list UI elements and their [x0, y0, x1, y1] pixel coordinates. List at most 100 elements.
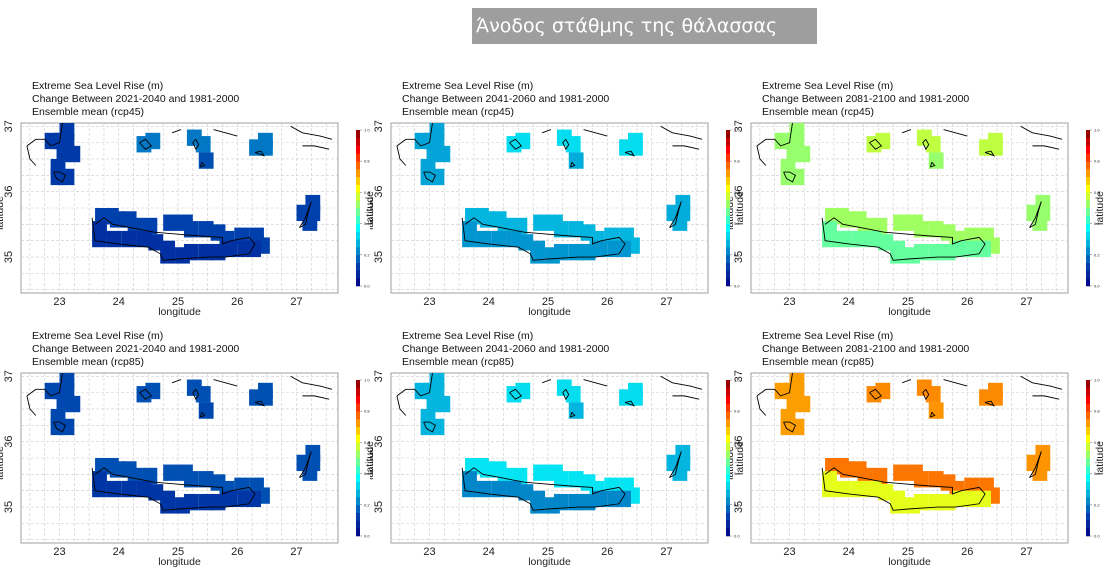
grid-cell-crete_s	[553, 243, 569, 261]
coastline	[26, 372, 63, 397]
coastline	[1020, 375, 1063, 390]
colorbar-tick-label: 0.4	[734, 221, 740, 226]
colorbar-segment	[356, 223, 360, 232]
coastline	[1020, 125, 1063, 140]
y-axis-label: latitude	[730, 196, 736, 230]
colorbar-segment	[356, 520, 360, 529]
coastline	[396, 145, 407, 166]
grid-cell-crete_s	[121, 480, 137, 498]
colorbar-segment	[1086, 434, 1090, 443]
grid-cell-crete_s	[518, 484, 534, 501]
colorbar-segment	[726, 504, 730, 513]
colorbar-segment	[1086, 278, 1090, 287]
panel-title-line: Extreme Sea Level Rise (m)	[762, 330, 894, 342]
colorbar-segment	[356, 442, 360, 451]
x-tick-label: 26	[961, 546, 973, 558]
grid-cell-crete_n	[533, 464, 549, 481]
colorbar-segment	[726, 419, 730, 428]
colorbar-segment	[356, 247, 360, 256]
grid-cell-crete_n	[109, 461, 125, 478]
grid-cell-cyc	[925, 386, 941, 403]
coastline	[929, 411, 936, 418]
coastline	[624, 400, 636, 407]
grid-cell-crete_s	[183, 493, 199, 511]
colorbar-tick-label: 1.0	[364, 378, 370, 383]
coastline	[509, 388, 523, 400]
colorbar-segment	[356, 161, 360, 170]
grid-cell-crete_n	[568, 221, 584, 238]
colorbar-segment	[356, 434, 360, 443]
colorbar-segment	[726, 215, 730, 224]
grid-cell-crete_s	[210, 493, 226, 511]
panel-title-line: Extreme Sea Level Rise (m)	[402, 80, 534, 92]
grid-cell-crete_n	[163, 464, 179, 481]
x-tick-label: 23	[423, 546, 435, 558]
colorbar-segment	[356, 137, 360, 146]
colorbar-segment	[356, 176, 360, 185]
x-tick-label: 23	[53, 546, 65, 558]
grid-cell-crete_s	[580, 493, 596, 511]
x-axis-label: longitude	[158, 556, 201, 568]
grid-cell-crete_s	[928, 243, 944, 261]
grid-cell-crete_s	[913, 493, 929, 511]
colorbar-segment	[1086, 426, 1090, 435]
coastline	[299, 201, 312, 229]
panel-title-line: Change Between 2081-2100 and 1981-2000	[762, 343, 970, 355]
coastline	[1032, 395, 1060, 400]
y-tick-label: 37	[373, 370, 385, 382]
colorbar-tick-label: 0.6	[734, 440, 740, 445]
coastline	[569, 161, 576, 168]
colorbar-segment	[356, 239, 360, 248]
colorbar-segment	[726, 473, 730, 482]
grid-cell-islands	[198, 152, 214, 169]
colorbar-segment	[356, 254, 360, 263]
grid-cell-crete_s	[592, 490, 608, 508]
colorbar-segment	[356, 528, 360, 537]
grid-cell-crete_s	[530, 490, 546, 508]
grid-cell-islands	[928, 402, 944, 419]
colorbar-segment	[356, 458, 360, 467]
colorbar-segment	[356, 208, 360, 217]
coastline	[922, 139, 930, 151]
colorbar-segment	[356, 426, 360, 435]
grid-cell-crete_s	[148, 484, 164, 501]
coastline	[290, 375, 333, 390]
grid-cell-crete_s	[913, 243, 929, 261]
colorbar-tick-label: 0.0	[1094, 284, 1100, 289]
panel-title-line: Ensemble mean (rcp45)	[402, 106, 515, 118]
colorbar-segment	[726, 489, 730, 498]
coastline	[756, 372, 793, 397]
grid-cell-cyc	[195, 136, 211, 153]
colorbar-segment	[1086, 254, 1090, 263]
y-tick-label: 36	[733, 186, 745, 198]
grid-cell-crete_n	[479, 461, 495, 478]
panel-title: Extreme Sea Level Rise (m) Change Between…	[402, 80, 609, 119]
colorbar-segment	[726, 184, 730, 193]
colorbar-segment	[1086, 411, 1090, 420]
grid-cell-islands	[928, 152, 944, 169]
grid-cell-cyc	[145, 132, 161, 150]
colorbar-segment	[726, 465, 730, 474]
colorbar-tick-label: 0.6	[364, 440, 370, 445]
grid-cell-cyc	[515, 382, 531, 400]
grid-cell-crete_s	[222, 490, 238, 508]
colorbar-segment	[1086, 137, 1090, 146]
coastline	[461, 217, 626, 261]
colorbar-tick-label: 0.6	[364, 190, 370, 195]
panel-title: Extreme Sea Level Rise (m) Change Between…	[402, 330, 609, 369]
grid-cell-crete_s	[616, 240, 631, 258]
grid-cell-nw	[435, 145, 451, 163]
coastline	[26, 395, 37, 416]
coastline	[26, 122, 63, 147]
grid-cell-crete_s	[568, 243, 584, 261]
coastline	[509, 138, 523, 150]
y-tick-label: 37	[3, 120, 15, 132]
grid-cell-cyc	[258, 382, 273, 400]
x-tick-label: 27	[1020, 296, 1032, 308]
page-title-banner: Άνοδος στάθμης της θάλασσας	[472, 8, 817, 44]
coastline	[669, 451, 682, 479]
colorbar-segment	[1086, 192, 1090, 201]
x-axis-label: longitude	[888, 306, 931, 318]
panel-title-line: Change Between 2081-2100 and 1981-2000	[762, 93, 970, 105]
y-axis-label: latitude	[370, 446, 376, 480]
